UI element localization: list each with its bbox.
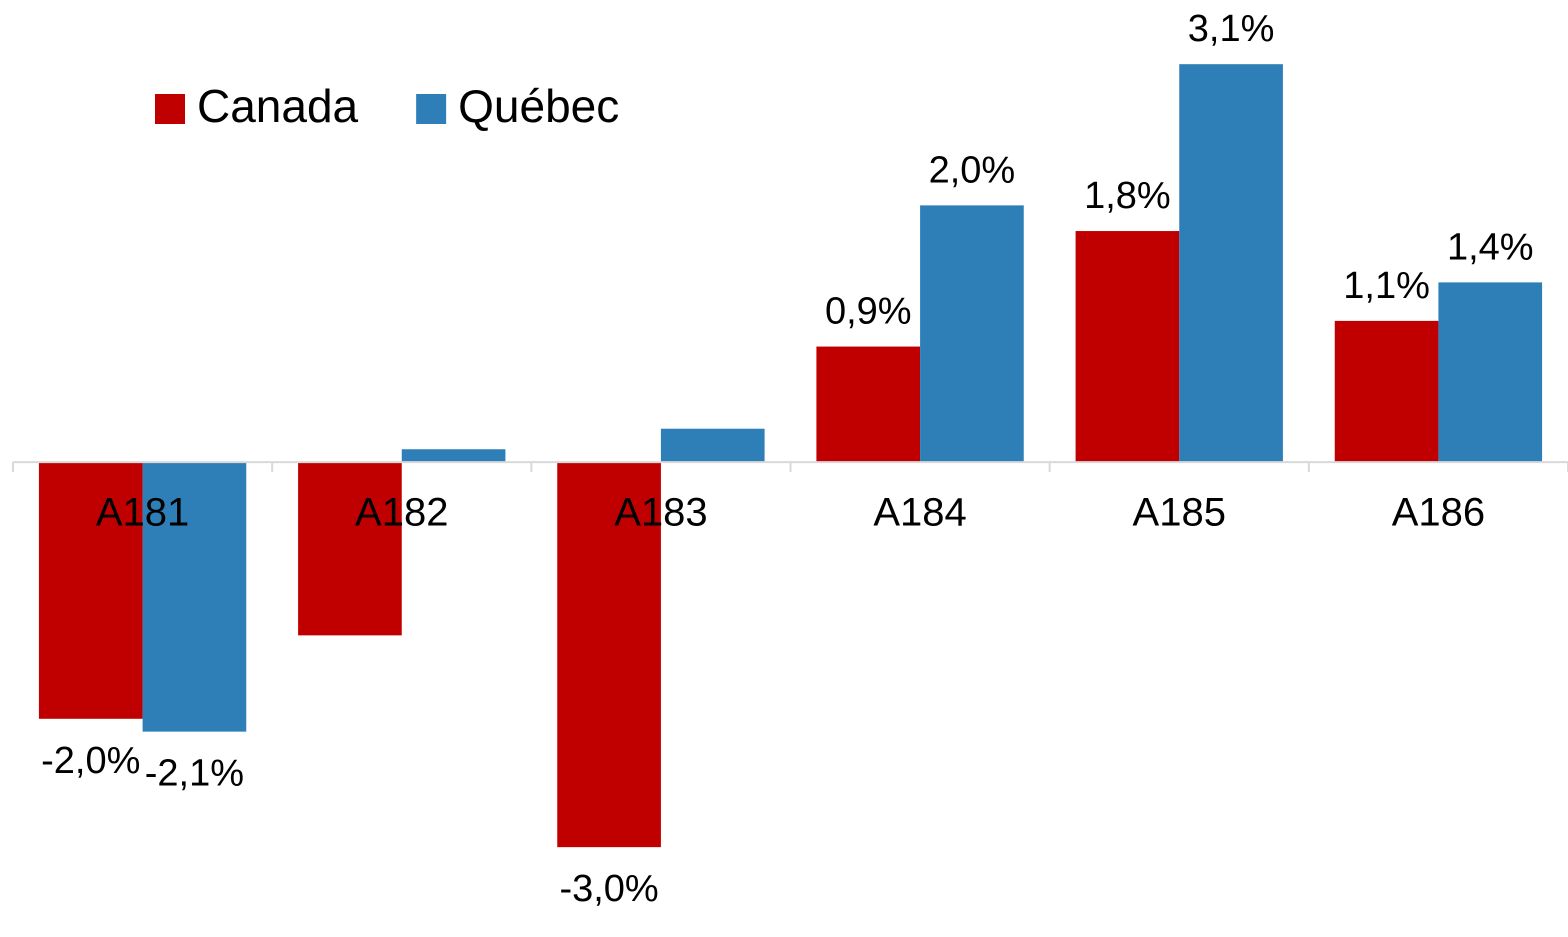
legend-swatch	[155, 94, 185, 124]
x-tick-label: A184	[873, 491, 966, 535]
x-tick-label: A183	[614, 491, 707, 535]
bar	[1334, 320, 1439, 463]
data-label: -2,1%	[145, 753, 244, 795]
bar	[142, 462, 247, 732]
bar	[38, 462, 143, 719]
data-label: 2,0%	[929, 149, 1016, 191]
data-label: 3,1%	[1188, 8, 1275, 50]
legend-label: Canada	[197, 80, 359, 132]
legend-swatch	[416, 94, 447, 124]
x-tick-label: A182	[355, 491, 448, 535]
data-label: 1,1%	[1343, 265, 1430, 307]
bar	[401, 449, 506, 463]
bar	[816, 346, 921, 463]
data-label: 1,8%	[1084, 175, 1171, 217]
data-label: 1,4%	[1447, 226, 1534, 268]
bar	[920, 205, 1024, 463]
legend-label: Québec	[458, 80, 619, 132]
bar	[298, 462, 402, 636]
bar	[660, 428, 765, 463]
bar	[557, 462, 661, 848]
x-tick-label: A181	[96, 491, 189, 535]
data-label: -3,0%	[559, 868, 658, 910]
bar	[1438, 282, 1543, 463]
bar	[1179, 64, 1283, 463]
x-tick-label: A185	[1133, 491, 1226, 535]
bar	[1075, 231, 1180, 463]
data-label: 0,9%	[825, 291, 912, 333]
x-tick-label: A186	[1392, 491, 1485, 535]
data-label: -2,0%	[41, 740, 140, 782]
